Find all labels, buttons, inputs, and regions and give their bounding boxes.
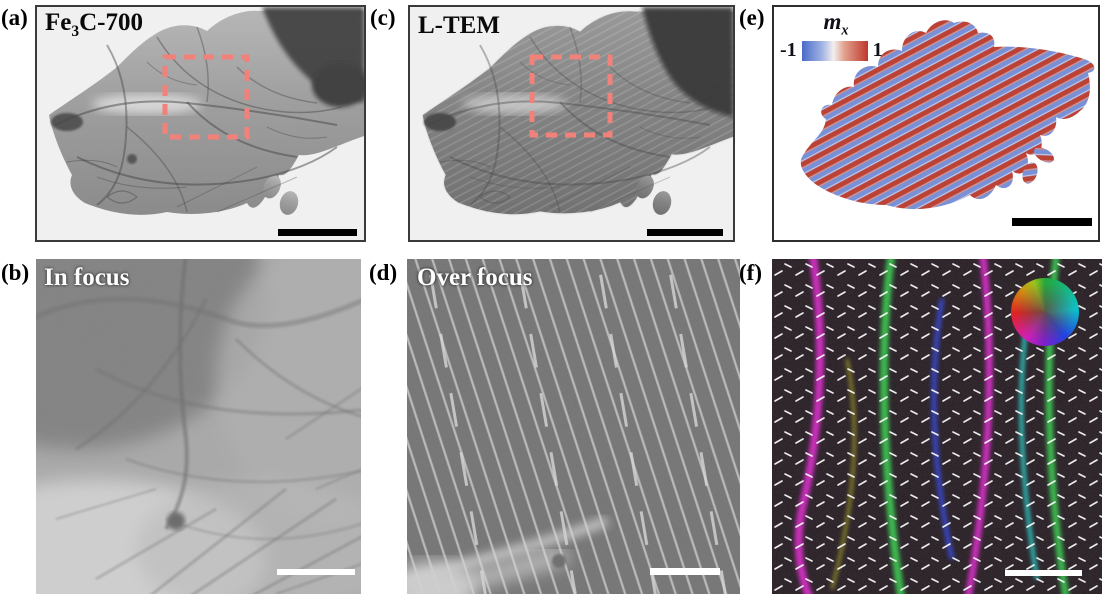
panel-d-tag: (d): [369, 260, 398, 285]
panel-e-tag: (e): [739, 5, 765, 30]
scale-bar: [1005, 570, 1082, 576]
ltem-overview-image: [410, 7, 733, 240]
scale-bar: [650, 568, 720, 575]
panel-c-title: L-TEM: [418, 12, 500, 39]
panel-a-title: Fe3C-700: [45, 9, 144, 40]
tem-overview-image: [37, 7, 364, 240]
infocus-image: [36, 259, 361, 594]
colorbar-min-label: -1: [780, 39, 797, 62]
scale-bar: [277, 569, 355, 575]
panel-b-infocus: In focus: [36, 259, 361, 594]
roi-box: [162, 54, 250, 140]
overfocus-image: [407, 259, 740, 594]
scale-bar: [647, 229, 723, 236]
roi-box: [529, 54, 613, 138]
hue-color-wheel-icon: [1011, 278, 1079, 346]
panel-b-title: In focus: [44, 264, 130, 291]
panel-a-tag: (a): [1, 5, 28, 30]
mx-colorbar: mx -1 1: [780, 9, 892, 62]
colorbar-max-label: 1: [872, 39, 883, 62]
panel-c-ltem-overview: L-TEM: [408, 5, 735, 242]
panel-c-tag: (c): [370, 5, 396, 30]
scale-bar: [278, 229, 357, 236]
panel-e-mx-map: mx -1 1: [772, 5, 1100, 242]
colorbar-title: mx: [823, 9, 849, 39]
panel-b-tag: (b): [1, 260, 30, 285]
panel-f-tag: (f): [739, 260, 762, 285]
panel-d-overfocus: Over focus: [407, 259, 740, 594]
vector-map-image: [772, 259, 1102, 594]
colorbar-gradient: [801, 40, 868, 61]
panel-d-title: Over focus: [417, 264, 533, 291]
panel-f-vector-map: [772, 259, 1102, 594]
panel-a-tem-overview: Fe3C-700: [35, 5, 366, 242]
scale-bar: [1012, 218, 1092, 226]
